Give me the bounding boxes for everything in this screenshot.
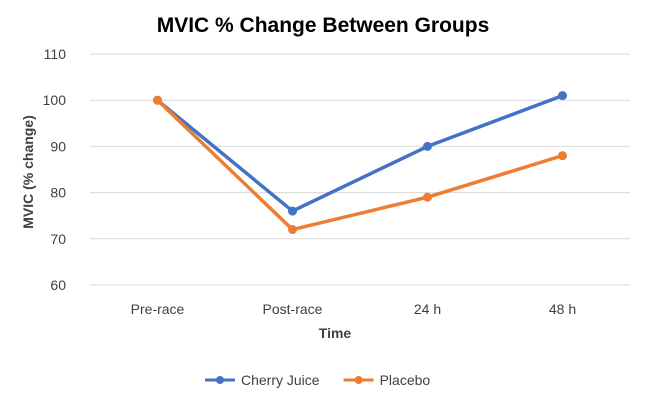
y-tick-label: 100 — [43, 92, 67, 108]
gridlines — [90, 53, 630, 286]
legend-swatch-marker — [216, 376, 224, 384]
data-point-placebo — [423, 192, 432, 202]
legend-label: Placebo — [380, 372, 431, 388]
chart-title: MVIC % Change Between Groups — [157, 14, 490, 37]
legend-item-cherry-juice: Cherry Juice — [205, 372, 320, 388]
series-cherry-juice — [153, 91, 567, 216]
legend: Cherry Juice Placebo — [205, 372, 430, 388]
series-placebo — [153, 95, 567, 235]
data-point-cherry-juice — [558, 91, 567, 101]
x-tick-label: Pre-race — [131, 301, 185, 317]
data-point-placebo — [288, 225, 297, 235]
x-tick-label: Post-race — [263, 301, 323, 317]
data-point-cherry-juice — [288, 206, 297, 216]
y-tick-label: 90 — [50, 138, 66, 154]
legend-item-placebo: Placebo — [343, 372, 431, 388]
x-tick-label: 24 h — [414, 301, 441, 317]
y-tick-label: 60 — [50, 277, 66, 293]
x-tick-label: 48 h — [549, 301, 576, 317]
series-line-placebo — [156, 98, 564, 232]
data-point-placebo — [558, 151, 567, 161]
data-point-cherry-juice — [423, 141, 432, 151]
x-axis-label: Time — [319, 325, 352, 341]
x-axis-ticks: Pre-race Post-race 24 h 48 h — [131, 301, 576, 317]
legend-label: Cherry Juice — [241, 372, 320, 388]
y-axis-label: MVIC (% change) — [20, 115, 36, 229]
series-lines — [153, 91, 567, 235]
legend-swatch-marker — [354, 376, 363, 384]
series-line-cherry-juice — [156, 93, 564, 213]
data-point-placebo — [153, 95, 162, 105]
y-tick-label: 110 — [44, 46, 67, 62]
y-tick-label: 80 — [50, 185, 66, 201]
y-tick-label: 70 — [50, 231, 66, 247]
y-axis-ticks: 60 70 80 90 100 110 — [43, 46, 67, 293]
